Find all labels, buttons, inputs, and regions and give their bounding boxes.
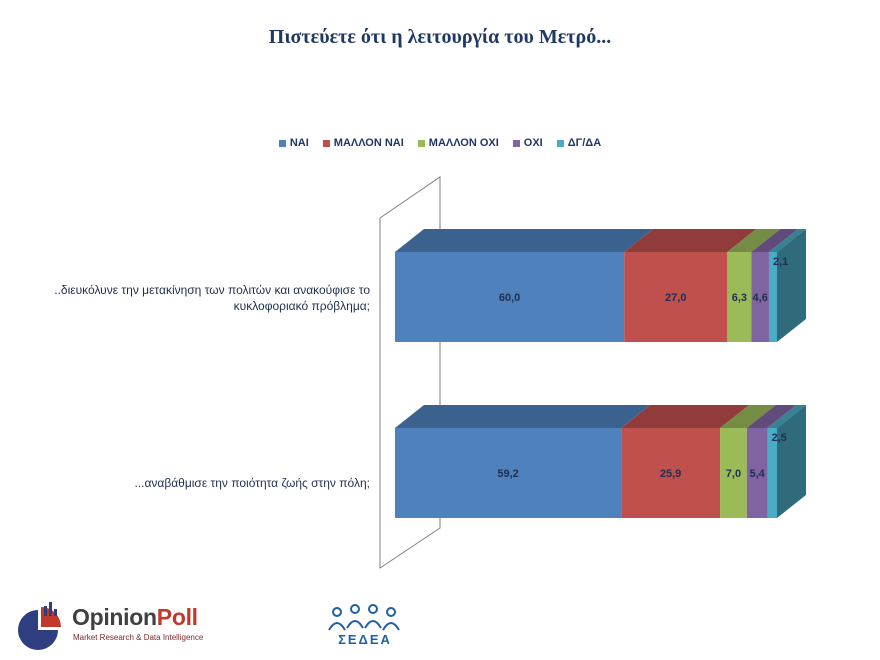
chart-legend: ΝΑΙ ΜΑΛΛΟΝ ΝΑΙ ΜΑΛΛΟΝ ΟΧΙ ΟΧΙ ΔΓ/ΔΑ [0, 137, 880, 149]
data-label: 6,3 [732, 292, 747, 304]
legend-swatch [556, 139, 564, 147]
bar-side-face [777, 405, 806, 518]
category-label-line: ...αναβάθμισε την ποιότητα ζωής στην πόλ… [134, 476, 370, 490]
bar-top-face [768, 229, 806, 252]
bar-segment [767, 428, 777, 518]
bar-top-face [727, 229, 781, 252]
category-label: ..διευκόλυνε την μετακίνηση των πολιτών … [54, 282, 370, 314]
data-label: 5,4 [749, 468, 765, 480]
back-wall [379, 176, 441, 569]
data-label: 4,6 [753, 292, 768, 304]
bar-segment [720, 428, 747, 518]
bar-top-face [751, 229, 798, 252]
legend-swatch [512, 139, 520, 147]
data-label: 2,1 [773, 256, 788, 268]
data-label: 60,0 [499, 292, 520, 304]
bar-top-face [621, 405, 750, 428]
data-label: 59,2 [497, 468, 518, 480]
sedea-logo: ΣΕΔΕΑ [315, 602, 415, 647]
bar-segment [395, 252, 625, 342]
legend-item: ΔΓ/ΔΑ [556, 137, 602, 149]
legend-swatch [278, 139, 286, 147]
legend-label: ΔΓ/ΔΑ [567, 137, 602, 149]
category-label: ...αναβάθμισε την ποιότητα ζωής στην πόλ… [134, 475, 370, 491]
legend-item: ΟΧΙ [512, 137, 543, 149]
legend-swatch [322, 139, 330, 147]
bar-top-face [624, 229, 757, 252]
opinionpoll-logo-name: OpinionPoll [72, 604, 198, 630]
chart-title: Πιστεύετε ότι η λειτουργία του Μετρό... [268, 26, 612, 48]
bar-segment [768, 252, 777, 342]
opinionpoll-logo-mark [18, 602, 61, 650]
category-label-line: κυκλοφοριακό πρόβλημα; [233, 299, 370, 313]
legend-label: ΜΑΛΛΟΝ ΝΑΙ [333, 137, 404, 149]
opinionpoll-logo: OpinionPoll Market Research & Data Intel… [14, 600, 254, 650]
bar-segment [395, 428, 622, 518]
legend-item: ΜΑΛΛΟΝ ΝΑΙ [322, 137, 404, 149]
bar-top-face [395, 405, 651, 428]
bar-segment [746, 428, 768, 518]
legend-label: ΟΧΙ [523, 137, 543, 149]
bar-top-face [767, 405, 806, 428]
sedea-logo-mark: ΣΕΔΕΑ [328, 604, 400, 647]
bar-top-face [720, 405, 776, 428]
data-label: 2,5 [771, 432, 786, 444]
bar-segment [727, 252, 752, 342]
legend-item: ΝΑΙ [278, 137, 309, 149]
data-label: 7,0 [726, 468, 741, 480]
sedea-logo-text: ΣΕΔΕΑ [338, 632, 392, 646]
bar-top-face [395, 229, 654, 252]
legend-item: ΜΑΛΛΟΝ ΟΧΙ [417, 137, 499, 149]
legend-label: ΝΑΙ [289, 137, 309, 149]
bar-side-face [777, 229, 806, 342]
legend-swatch [417, 139, 425, 147]
opinionpoll-logo-tagline: Market Research & Data Intelligence [73, 633, 204, 642]
category-label-line: ..διευκόλυνε την μετακίνηση των πολιτών … [54, 283, 370, 297]
data-label: 27,0 [665, 292, 686, 304]
bar-segment [624, 252, 728, 342]
legend-label: ΜΑΛΛΟΝ ΟΧΙ [428, 137, 499, 149]
bar-top-face [746, 405, 797, 428]
bar-segment [621, 428, 721, 518]
data-label: 25,9 [660, 468, 681, 480]
bar-segment [751, 252, 769, 342]
